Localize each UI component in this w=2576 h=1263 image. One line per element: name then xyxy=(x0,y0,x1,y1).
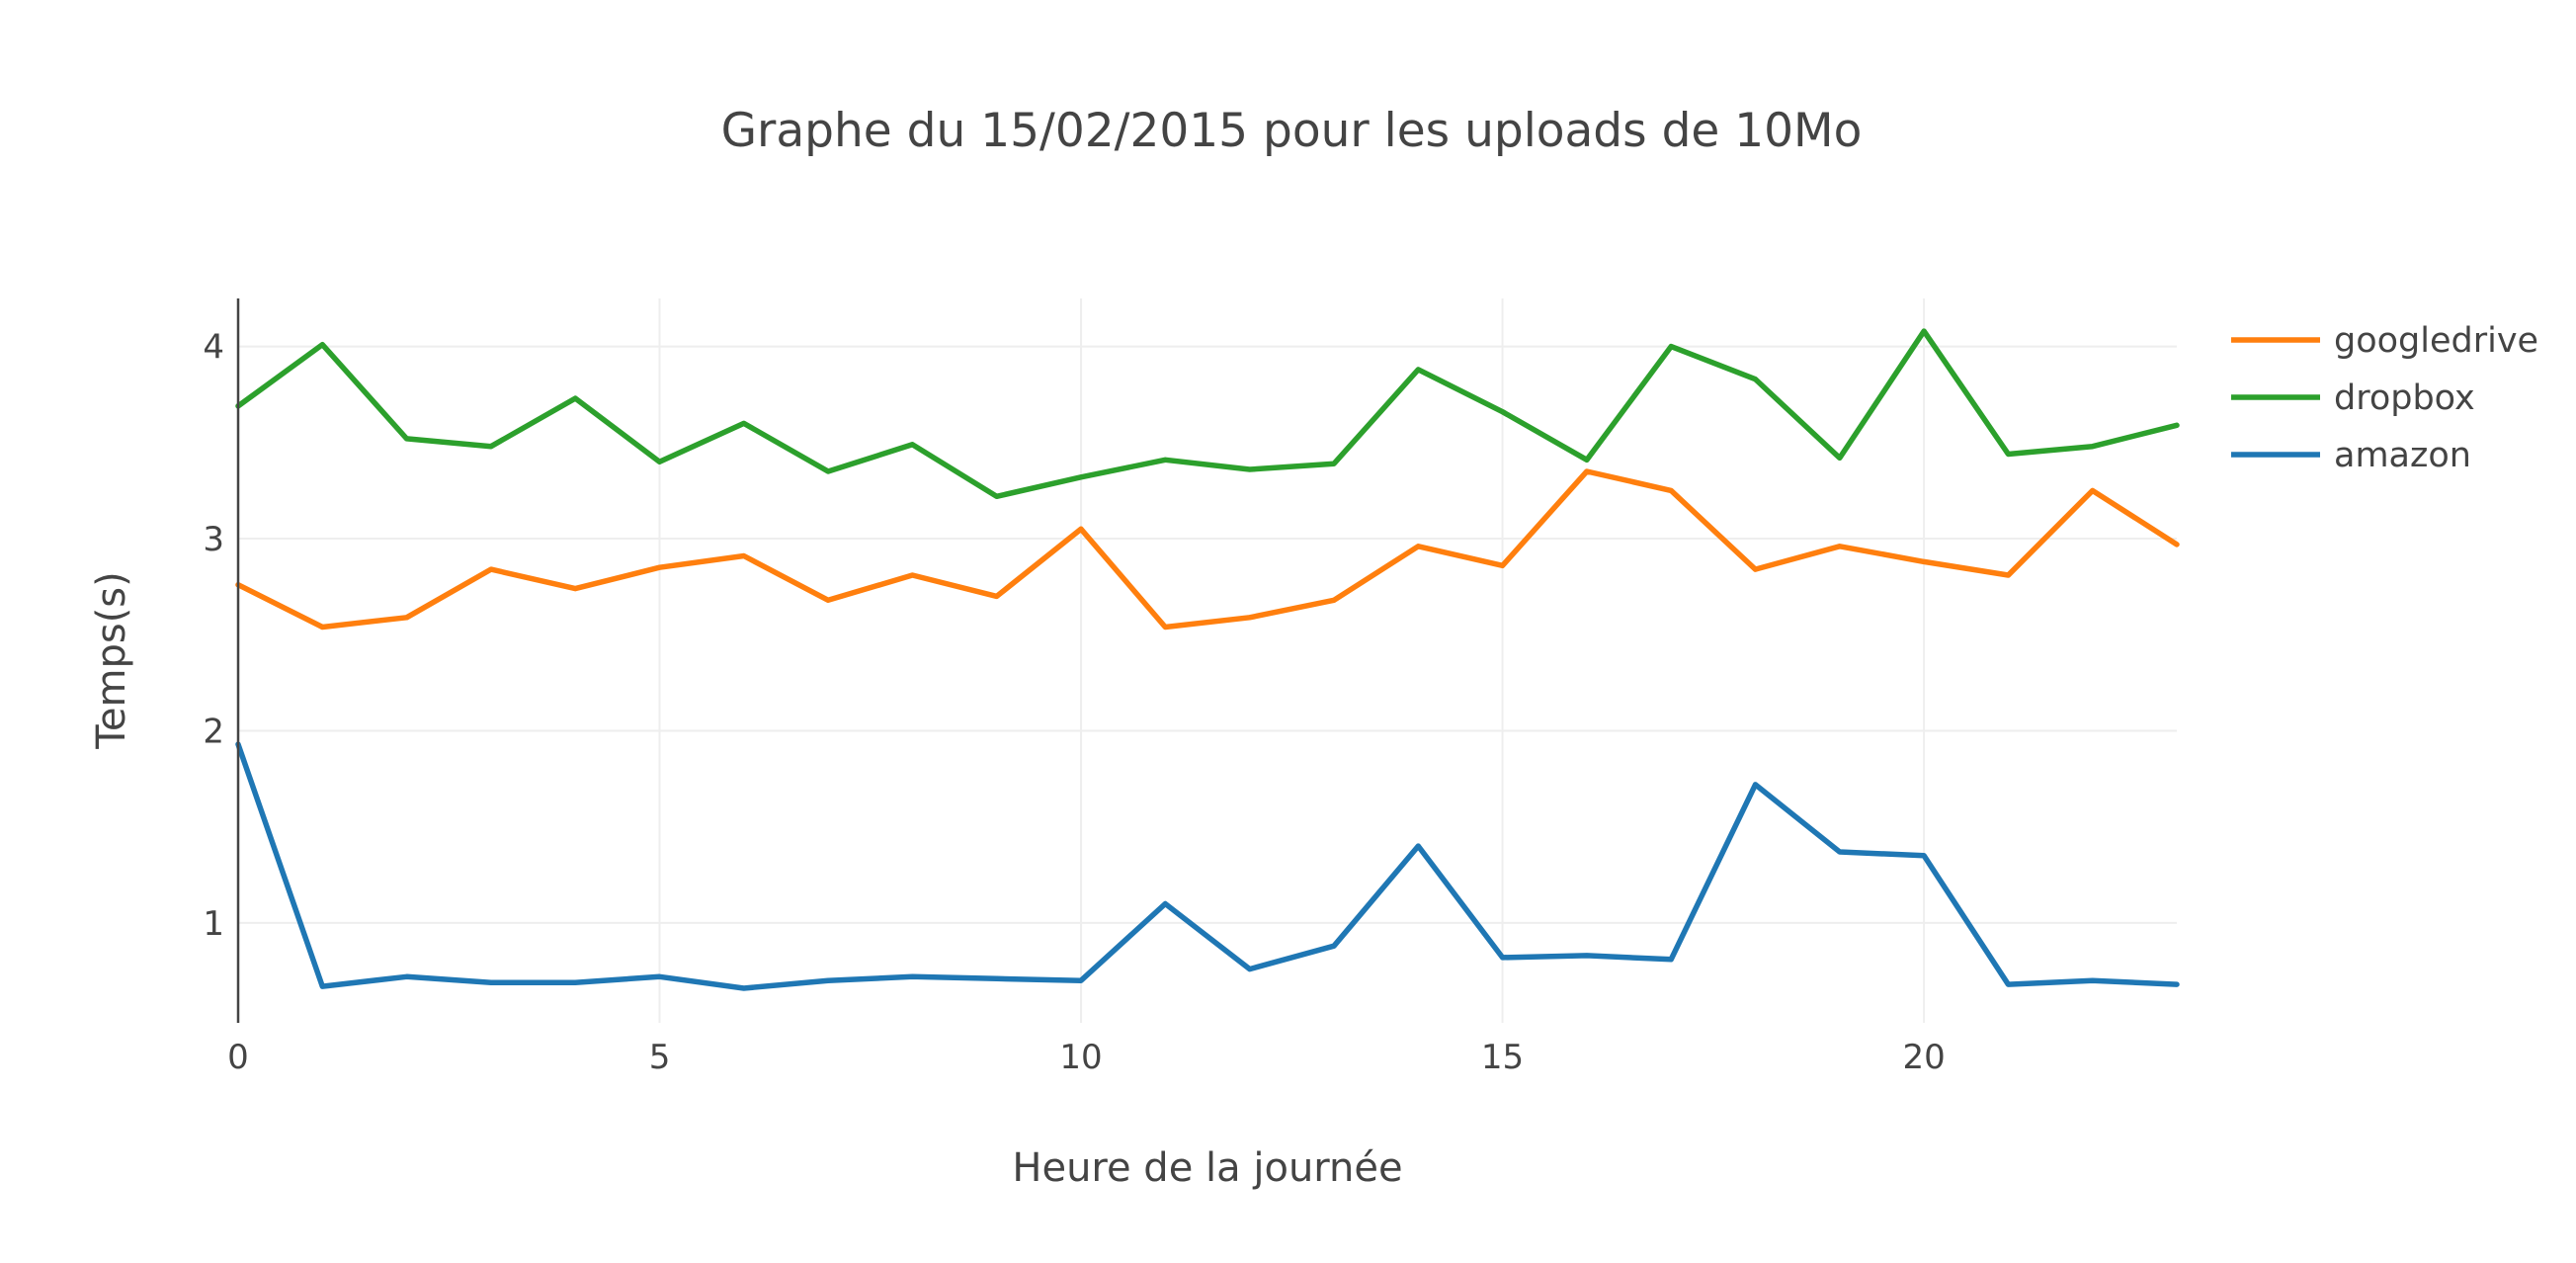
y-tick-label: 2 xyxy=(203,712,224,751)
x-tick-label: 10 xyxy=(1059,1038,1102,1077)
x-axis-ticks: 0 5 10 15 20 xyxy=(227,1038,1946,1077)
x-tick-label: 20 xyxy=(1902,1038,1945,1077)
y-tick-label: 4 xyxy=(203,328,224,368)
legend-label: dropbox xyxy=(2334,379,2475,418)
series-lines xyxy=(235,328,2180,991)
x-axis-title: Heure de la journée xyxy=(1012,1145,1402,1191)
series-line-googledrive xyxy=(235,468,2180,631)
y-tick-label: 3 xyxy=(203,520,224,559)
chart-title: Graphe du 15/02/2015 pour les uploads de… xyxy=(721,104,1863,158)
legend-label: amazon xyxy=(2334,436,2471,475)
legend[interactable]: googledrive dropbox amazon xyxy=(2231,321,2538,475)
y-axis-ticks: 1 2 3 4 xyxy=(203,328,224,944)
x-tick-label: 15 xyxy=(1481,1038,1524,1077)
y-axis-title: Temps(s) xyxy=(89,571,134,750)
series-line-amazon xyxy=(235,741,2180,991)
legend-item-googledrive[interactable]: googledrive xyxy=(2231,321,2538,361)
legend-item-dropbox[interactable]: dropbox xyxy=(2231,379,2475,418)
grid-lines xyxy=(237,298,2177,1023)
legend-label: googledrive xyxy=(2334,321,2538,361)
x-tick-label: 0 xyxy=(227,1038,249,1077)
x-tick-label: 5 xyxy=(649,1038,671,1077)
y-tick-label: 1 xyxy=(203,904,224,944)
series-line-dropbox xyxy=(235,328,2180,500)
legend-item-amazon[interactable]: amazon xyxy=(2231,436,2471,475)
